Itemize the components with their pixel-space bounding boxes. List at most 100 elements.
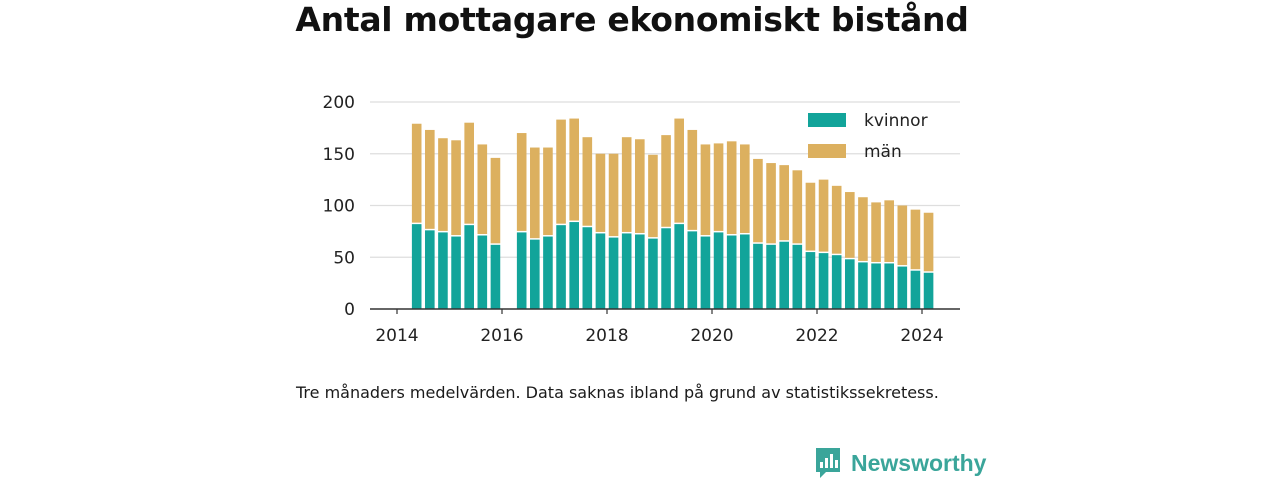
bar-man — [818, 179, 829, 252]
bar-man — [923, 212, 934, 272]
bar-man — [543, 147, 553, 236]
x-tick-label: 2014 — [375, 326, 418, 346]
bar-kvinnor — [726, 235, 737, 309]
bar-man — [845, 192, 855, 258]
bar-kvinnor — [884, 263, 894, 309]
x-tick-label: 2016 — [480, 326, 523, 346]
legend-label: kvinnor — [864, 111, 928, 131]
x-tick-label: 2022 — [795, 326, 838, 346]
bar-kvinnor — [792, 244, 803, 309]
bar-man — [910, 209, 921, 270]
bar-man — [464, 122, 474, 224]
bar-man — [516, 133, 527, 231]
bar-man — [490, 157, 501, 244]
bar-man — [897, 205, 908, 266]
bar-kvinnor — [608, 237, 619, 309]
bar-kvinnor — [425, 230, 435, 309]
bar-man — [871, 202, 881, 262]
y-tick-label: 200 — [323, 93, 355, 113]
bar-kvinnor — [464, 225, 474, 309]
bar-kvinnor — [753, 243, 763, 309]
bar-man — [438, 138, 448, 231]
bar-kvinnor — [411, 224, 422, 309]
chart-note: Tre månaders medelvärden. Data saknas ib… — [296, 383, 939, 402]
bar-kvinnor — [582, 227, 593, 309]
bar-kvinnor — [923, 272, 934, 309]
bar-man — [779, 165, 789, 241]
bar-kvinnor — [858, 262, 868, 309]
bar-man — [713, 143, 724, 231]
bar-kvinnor — [648, 238, 658, 309]
bar-man — [582, 137, 593, 226]
bar-kvinnor — [818, 253, 829, 309]
bar-kvinnor — [477, 235, 488, 309]
bar-man — [858, 197, 868, 261]
bar-man — [700, 144, 711, 236]
bar-man — [425, 129, 435, 229]
bar-man — [411, 123, 422, 223]
bar-kvinnor — [438, 232, 448, 309]
bar-man — [477, 144, 488, 235]
bar-man — [740, 144, 750, 233]
x-tick-label: 2020 — [690, 326, 733, 346]
x-tick-label: 2018 — [585, 326, 628, 346]
bar-man — [530, 147, 540, 239]
y-tick-label: 100 — [323, 197, 355, 217]
bar-series — [411, 118, 934, 309]
bar-man — [831, 185, 842, 254]
bar-kvinnor — [897, 266, 908, 309]
y-tick-label: 0 — [344, 300, 355, 320]
bar-man — [753, 158, 763, 243]
chart-title: Antal mottagare ekonomiskt bistånd — [295, 0, 969, 39]
bar-kvinnor — [556, 225, 566, 309]
bar-kvinnor — [687, 231, 698, 309]
bar-man — [569, 118, 579, 221]
bar-kvinnor — [831, 255, 842, 309]
bar-man — [805, 182, 816, 251]
bar-man — [648, 154, 658, 238]
bar-man — [884, 200, 894, 262]
bar-kvinnor — [543, 236, 553, 309]
y-tick-label: 150 — [323, 145, 355, 165]
bar-man — [766, 163, 776, 244]
bar-kvinnor — [674, 224, 684, 309]
bar-man — [687, 129, 698, 230]
bar-man — [608, 153, 619, 237]
bar-kvinnor — [845, 259, 855, 309]
bar-kvinnor — [595, 233, 606, 309]
bar-kvinnor — [713, 232, 724, 309]
bar-man — [661, 135, 671, 227]
bar-kvinnor — [740, 234, 750, 309]
bar-man — [792, 170, 803, 244]
bar-kvinnor — [661, 228, 671, 309]
bar-man — [726, 141, 737, 235]
legend-swatch — [808, 113, 846, 127]
bar-kvinnor — [621, 233, 632, 309]
bar-man — [595, 153, 606, 232]
bar-kvinnor — [635, 234, 645, 309]
bar-kvinnor — [766, 244, 776, 309]
bar-man — [621, 137, 632, 232]
bar-kvinnor — [490, 244, 501, 309]
bar-man — [674, 118, 684, 223]
bar-man — [635, 139, 645, 233]
axes: 0 50 100 150 200 2014 2016 2018 2020 2022 2024 — [323, 93, 960, 346]
bar-kvinnor — [871, 263, 881, 309]
y-tick-label: 50 — [333, 248, 355, 268]
bar-kvinnor — [805, 252, 816, 309]
legend: kvinnor män — [808, 111, 928, 162]
bar-kvinnor — [700, 236, 711, 309]
brand-name: Newsworthy — [851, 449, 987, 476]
x-tick-label: 2024 — [900, 326, 943, 346]
bar-kvinnor — [530, 239, 540, 309]
newsworthy-chart-bubble-icon — [816, 448, 840, 478]
bar-kvinnor — [516, 232, 527, 309]
brand[interactable]: Newsworthy — [814, 446, 986, 480]
bar-kvinnor — [779, 241, 789, 309]
bar-man — [556, 119, 566, 224]
bar-kvinnor — [910, 270, 921, 309]
bar-kvinnor — [451, 236, 461, 309]
legend-label: män — [864, 142, 902, 162]
legend-swatch — [808, 144, 846, 158]
bar-kvinnor — [569, 222, 579, 309]
